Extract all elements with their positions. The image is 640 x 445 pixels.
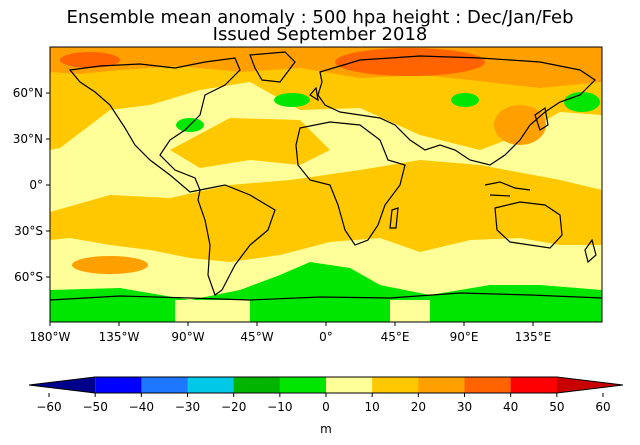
colorbar-tick-label: −60	[36, 400, 61, 414]
colorbar-bin	[95, 377, 142, 393]
coast-japan	[534, 106, 549, 131]
coast-north-america	[68, 57, 241, 193]
lon-label: 135°W	[99, 330, 140, 344]
coast-madagascar	[389, 207, 399, 229]
colorbar-tick-label: 40	[503, 400, 518, 414]
colorbar-tick-label: −40	[129, 400, 154, 414]
lon-label: 0°	[319, 330, 333, 344]
anomaly-neg-atlantic-north	[274, 93, 310, 107]
lat-label: 0°	[29, 178, 43, 192]
colorbar-bin	[464, 377, 512, 393]
colorbar-bin	[141, 377, 188, 393]
anomaly-neg-antarctic-indian	[390, 300, 430, 322]
lat-label: 60°S	[14, 270, 43, 284]
anomaly-20-30-south-pacific	[72, 256, 148, 274]
map-subtitle: Issued September 2018	[212, 24, 428, 45]
anomaly-field	[50, 47, 602, 322]
lon-tick-marks	[49, 322, 534, 326]
lon-label: 180°W	[30, 330, 71, 344]
coastlines	[50, 51, 602, 301]
map-title: Ensemble mean anomaly : 500 hpa height :…	[66, 7, 574, 28]
lat-label: 30°S	[14, 224, 43, 238]
colorbar-tick-label: 10	[365, 400, 380, 414]
colorbar: −60 −50 −40 −30 −20 −10 0 10 20 30 40 50 60	[28, 376, 624, 414]
colorbar-bin	[279, 377, 327, 393]
colorbar-tick-label: −20	[221, 400, 246, 414]
colorbar-tick-label: 30	[457, 400, 472, 414]
colorbar-bin	[510, 377, 558, 393]
colorbar-unit: m	[320, 422, 332, 436]
lat-label: 60°N	[13, 86, 43, 100]
coast-south-america	[197, 184, 276, 296]
coast-greenland	[249, 51, 296, 83]
anomaly-30-40-alaska	[60, 52, 120, 68]
coast-new-zealand	[584, 238, 597, 264]
colorbar-bin	[556, 377, 623, 393]
lat-label: 30°N	[13, 132, 43, 146]
lon-label: 45°E	[381, 330, 410, 344]
anomaly-neg-antarctic-pacific	[175, 300, 250, 322]
coast-uk	[309, 86, 319, 102]
colorbar-tick-label: −50	[83, 400, 108, 414]
colorbar-tick-label: −10	[267, 400, 292, 414]
colorbar-bin	[233, 377, 281, 393]
anomaly-neg-kamchatka	[564, 92, 600, 112]
coast-australia	[494, 201, 563, 249]
coast-antarctica	[50, 292, 602, 301]
lon-label: 90°W	[171, 330, 204, 344]
colorbar-tick-label: −30	[175, 400, 200, 414]
colorbar-tick-label: 0	[322, 400, 330, 414]
colorbar-tick-label: 50	[549, 400, 564, 414]
colorbar-bin	[372, 377, 419, 393]
colorbar-bin	[29, 377, 96, 393]
colorbar-tick-label: 60	[595, 400, 610, 414]
anomaly-10-20-tropical	[50, 160, 602, 262]
lon-label: 90°E	[450, 330, 479, 344]
coast-eurasia	[317, 55, 596, 166]
anomaly-20-30-japan	[494, 105, 546, 145]
anomaly-neg-central-asia	[451, 93, 479, 107]
colorbar-bin	[187, 377, 235, 393]
colorbar-tick-label: 20	[411, 400, 426, 414]
anomaly-10-20-atlantic	[170, 118, 330, 168]
colorbar-bin	[418, 377, 465, 393]
coast-africa	[295, 121, 406, 246]
lon-label: 45°W	[240, 330, 273, 344]
lat-tick-marks	[46, 92, 50, 278]
colorbar-bin	[326, 377, 373, 393]
anomaly-30-40-siberia	[335, 48, 485, 76]
lon-label: 135°E	[515, 330, 552, 344]
coast-indonesia	[484, 181, 531, 197]
